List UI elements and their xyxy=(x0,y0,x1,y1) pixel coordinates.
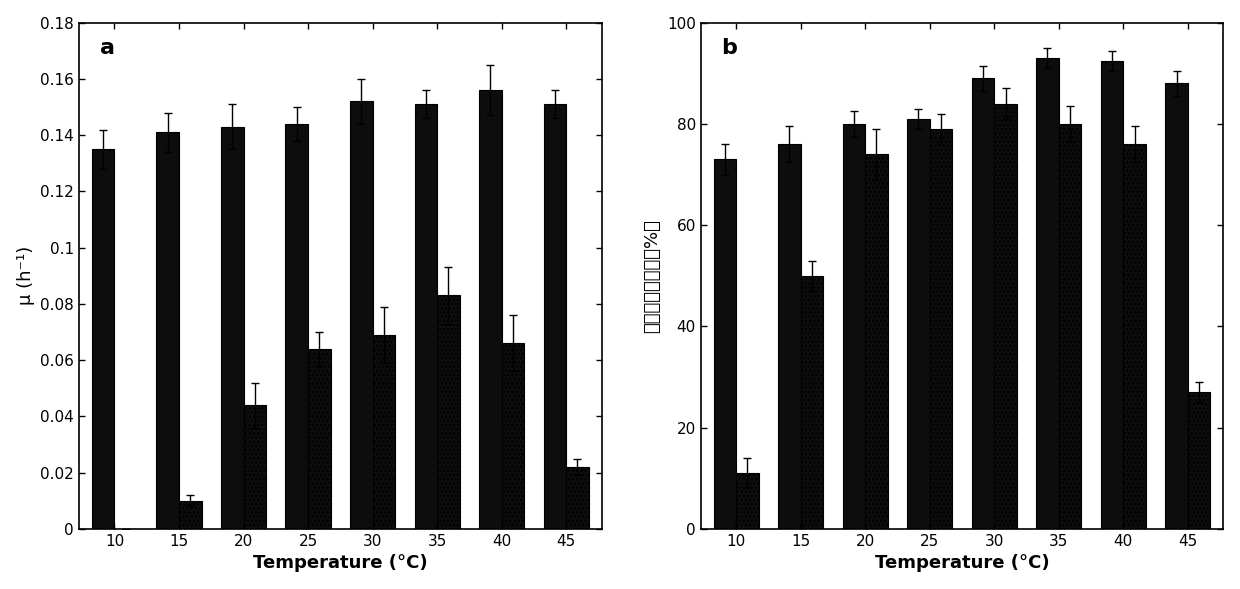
Bar xyxy=(414,104,438,529)
Y-axis label: μ (h⁻¹): μ (h⁻¹) xyxy=(16,246,35,306)
Bar xyxy=(930,129,952,529)
Bar xyxy=(308,349,331,529)
Bar xyxy=(221,127,243,529)
Text: b: b xyxy=(722,38,738,58)
Bar xyxy=(777,144,801,529)
Bar xyxy=(737,473,759,529)
Bar xyxy=(285,124,308,529)
Bar xyxy=(179,501,202,529)
X-axis label: Temperature (°C): Temperature (°C) xyxy=(253,554,428,573)
Bar xyxy=(479,90,502,529)
Bar xyxy=(1123,144,1146,529)
Bar xyxy=(866,154,888,529)
Bar xyxy=(350,101,372,529)
Bar xyxy=(502,343,525,529)
Bar xyxy=(801,276,823,529)
Bar xyxy=(1188,392,1210,529)
Bar xyxy=(713,160,737,529)
Bar xyxy=(1101,61,1123,529)
Bar xyxy=(1037,58,1059,529)
Bar xyxy=(994,104,1017,529)
Y-axis label: 硬酸盐去除效率（%）: 硬酸盐去除效率（%） xyxy=(644,219,661,333)
Bar xyxy=(843,124,866,529)
X-axis label: Temperature (°C): Temperature (°C) xyxy=(874,554,1049,573)
Bar xyxy=(92,149,114,529)
Bar xyxy=(438,296,460,529)
Bar xyxy=(567,467,589,529)
Bar xyxy=(908,119,930,529)
Bar xyxy=(543,104,567,529)
Bar xyxy=(1166,84,1188,529)
Bar xyxy=(372,335,396,529)
Bar xyxy=(243,405,267,529)
Bar xyxy=(1059,124,1081,529)
Bar xyxy=(972,78,994,529)
Bar xyxy=(156,133,179,529)
Text: a: a xyxy=(100,38,115,58)
